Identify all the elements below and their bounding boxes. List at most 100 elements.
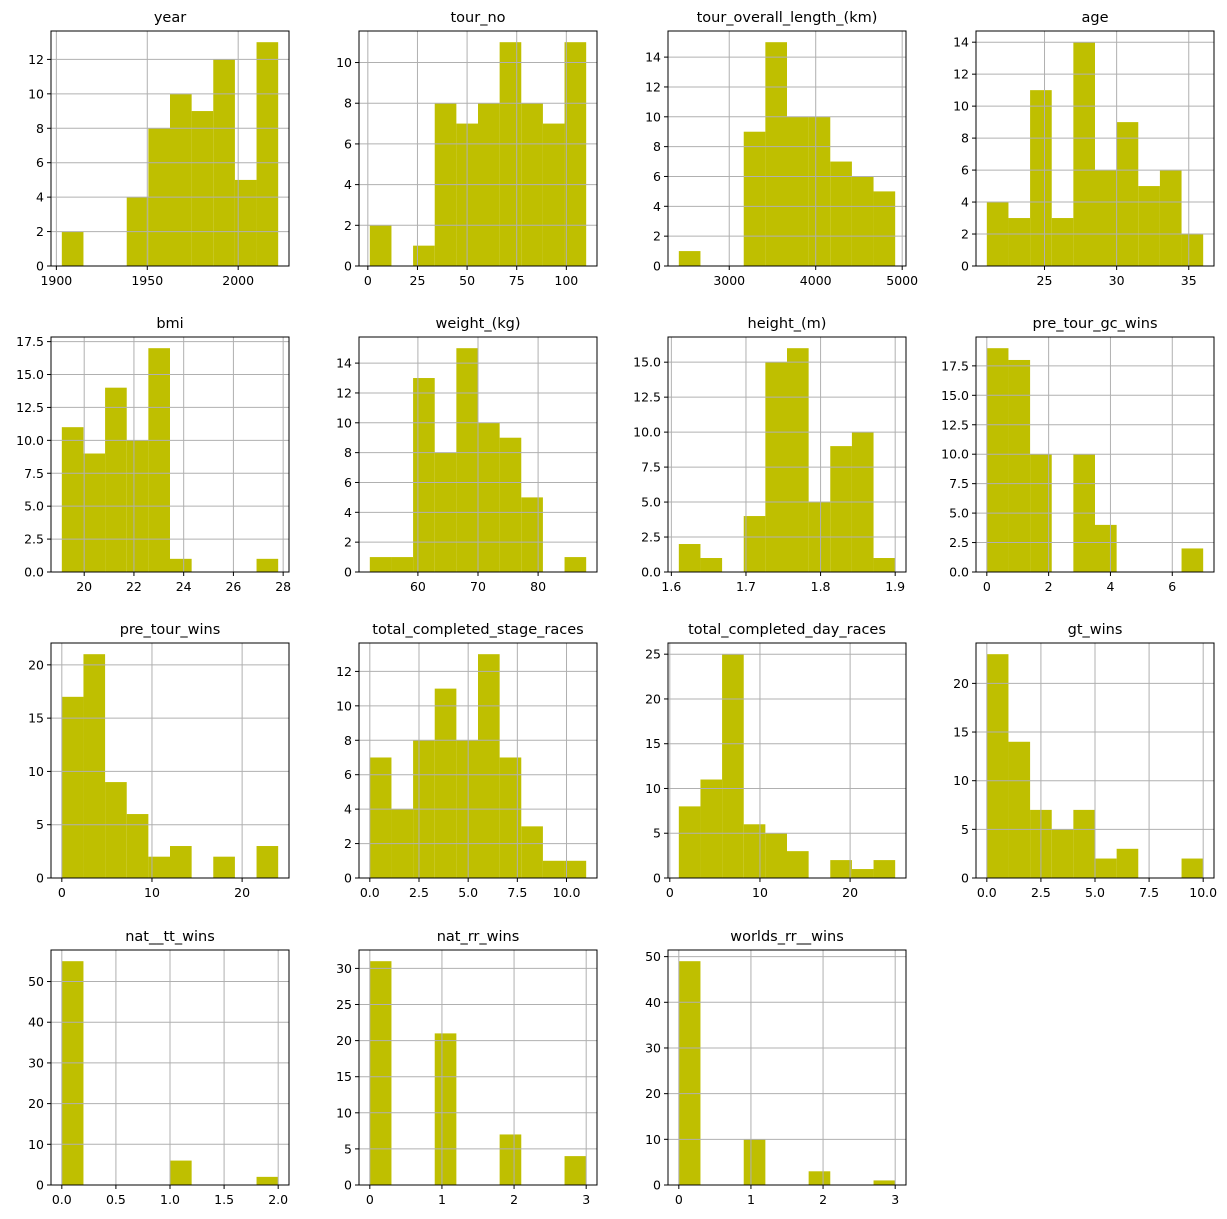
histogram-bar (391, 557, 414, 572)
y-tick-label: 0 (653, 871, 661, 886)
y-tick-label: 8 (653, 139, 661, 154)
x-tick-label: 0 (366, 1192, 374, 1207)
x-tick-label: 2.0 (268, 1192, 288, 1207)
x-tick-label: 0 (364, 273, 372, 288)
x-tick-label: 10.0 (1189, 885, 1217, 900)
y-tick-label: 10 (28, 86, 44, 101)
x-tick-label: 1.8 (811, 579, 831, 594)
histogram-bar (126, 814, 149, 878)
histogram-bar (743, 824, 766, 878)
histogram-bar (61, 427, 84, 572)
histogram-bar (787, 116, 809, 267)
x-tick-label: 80 (530, 579, 546, 594)
histogram-bar (434, 1033, 457, 1185)
y-tick-label: 0 (36, 259, 44, 274)
histogram-bar (256, 846, 279, 878)
y-tick-label: 25 (645, 647, 661, 662)
histogram-bar (105, 387, 127, 572)
histogram-bar (499, 1134, 522, 1185)
histogram-bar (234, 179, 257, 266)
histogram-bar (369, 961, 392, 1185)
x-tick-label: 1 (747, 1192, 755, 1207)
x-tick-label: 1 (438, 1192, 446, 1207)
histogram-bar (1095, 170, 1117, 266)
axes-frame (975, 336, 1215, 573)
histogram-bar (542, 123, 565, 266)
x-tick-label: 3000 (713, 273, 745, 288)
y-tick-label: 10 (336, 1105, 352, 1120)
histogram-bar (678, 961, 701, 1185)
panel-title: gt_wins (1068, 622, 1123, 638)
histogram-bar (369, 557, 392, 572)
histogram-bar (678, 806, 701, 878)
histogram-bar (61, 231, 84, 266)
y-tick-label: 14 (645, 50, 661, 65)
histogram-bar (722, 654, 744, 878)
panel-title: year (154, 10, 186, 26)
histogram-bar (499, 42, 522, 266)
histogram-bar (1181, 858, 1204, 878)
histogram-panel: 0 25 50 75 100 0 2 4 6 8 10 tour_no (336, 10, 598, 288)
y-tick-label: 2 (344, 535, 352, 550)
y-tick-label: 0.0 (24, 565, 44, 580)
y-tick-label: 8 (961, 131, 969, 146)
axes-frame (358, 642, 598, 879)
y-tick-label: 17.5 (16, 334, 44, 349)
y-tick-label: 15.0 (941, 388, 969, 403)
panel-title: nat__tt_wins (125, 929, 215, 945)
y-tick-label: 2 (961, 227, 969, 242)
x-tick-label: 0.5 (106, 1192, 126, 1207)
x-tick-label: 20 (76, 579, 92, 594)
y-tick-label: 12 (336, 385, 352, 400)
histogram-panel: 1.6 1.7 1.8 1.9 0.0 2.5 5.0 7.5 10.0 12.5 15.0 heig… (633, 316, 907, 594)
histogram-bar (499, 437, 522, 572)
y-tick-label: 0 (344, 259, 352, 274)
y-tick-label: 4 (653, 199, 661, 214)
y-tick-label: 12 (336, 664, 352, 679)
y-tick-label: 0 (344, 871, 352, 886)
histogram-bar (1008, 359, 1031, 572)
histogram-bar (700, 779, 723, 878)
y-tick-label: 5 (36, 817, 44, 832)
y-tick-label: 15.0 (16, 367, 44, 382)
histogram-panel: 0 2 4 6 0.0 2.5 5.0 7.5 10.0 12.5 15.0 17.5 pre_tour… (941, 316, 1215, 594)
x-tick-label: 2 (510, 1192, 518, 1207)
y-tick-label: 15 (953, 725, 969, 740)
x-tick-label: 2000 (222, 273, 254, 288)
histogram-bar (1051, 829, 1074, 878)
x-tick-label: 0 (983, 579, 991, 594)
y-tick-label: 30 (645, 1040, 661, 1055)
histogram-panel: 0.0 0.5 1.0 1.5 2.0 0 10 20 30 40 50 nat__tt_wins (28, 929, 290, 1207)
y-tick-label: 5 (653, 826, 661, 841)
histogram-bar (1008, 741, 1031, 878)
y-tick-label: 4 (344, 505, 352, 520)
histogram-bar (808, 116, 831, 267)
x-tick-label: 7.5 (1139, 885, 1159, 900)
y-tick-label: 12.5 (633, 390, 661, 405)
x-tick-label: 20 (842, 885, 858, 900)
y-tick-label: 12.5 (16, 400, 44, 415)
histogram-bar (83, 453, 106, 572)
x-tick-label: 10 (144, 885, 160, 900)
x-tick-label: 1.0 (160, 1192, 180, 1207)
axes-frame (975, 642, 1215, 879)
y-tick-label: 8 (344, 733, 352, 748)
y-tick-label: 2 (344, 836, 352, 851)
x-tick-label: 35 (1181, 273, 1197, 288)
axes-frame (50, 949, 290, 1186)
histogram-bar (743, 131, 766, 266)
histogram-bar (170, 558, 192, 572)
histogram-bar (1030, 90, 1052, 266)
panel-title: weight_(kg) (435, 316, 520, 332)
histogram-bar (191, 111, 214, 266)
y-tick-label: 8 (36, 121, 44, 136)
y-tick-label: 30 (28, 1055, 44, 1070)
histogram-bar (542, 860, 565, 878)
histogram-bar (765, 42, 787, 266)
x-tick-label: 4 (1106, 579, 1114, 594)
y-tick-label: 0 (36, 1178, 44, 1193)
x-tick-label: 6 (1168, 579, 1176, 594)
x-tick-label: 5.0 (1085, 885, 1105, 900)
y-tick-label: 5.0 (641, 495, 661, 510)
histogram-bar (434, 688, 457, 878)
